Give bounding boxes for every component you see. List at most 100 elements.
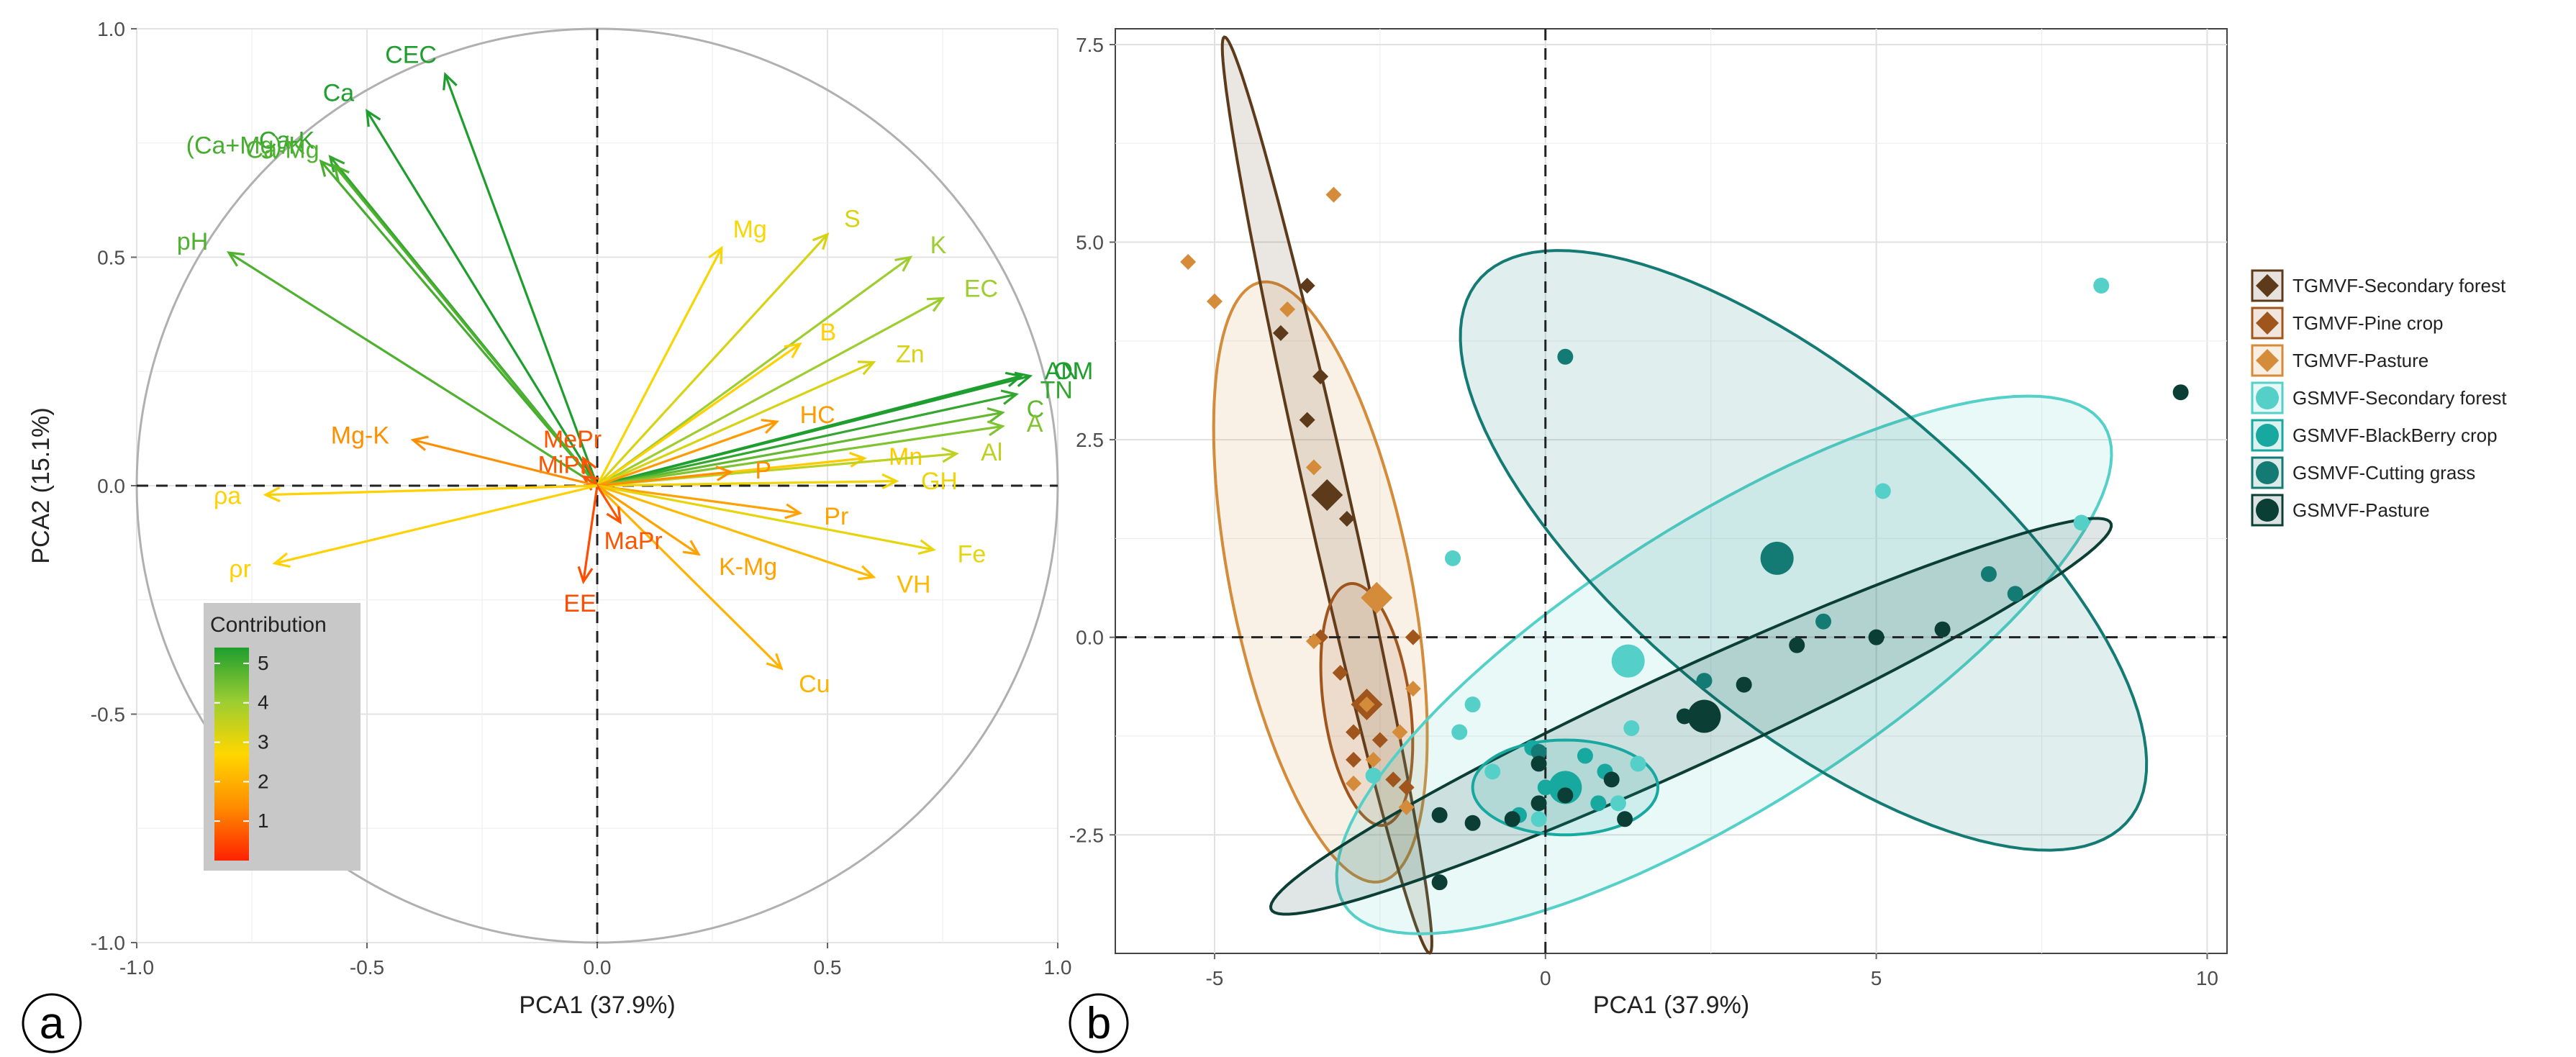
vector-label: HC: [800, 402, 835, 429]
vector-arrows: CEC Ca Ca-K(Ca+Mg)/KCa-Mg pH Mg S K EC B Zn ANOMTN…: [177, 41, 1094, 698]
data-point: [1305, 633, 1322, 650]
centroid-point: [1311, 478, 1343, 511]
data-point: [1299, 412, 1315, 428]
y-tick-label: -1.0: [91, 932, 125, 954]
vector-label: Zn: [896, 340, 925, 368]
data-point: [1338, 510, 1355, 527]
data-point: [1371, 732, 1388, 748]
data-point: [1365, 751, 1382, 768]
data-point: [1504, 811, 1520, 827]
vector-arrowhead: [1000, 389, 1019, 405]
legend-label: GSMVF-Cutting grass: [2292, 462, 2475, 484]
centroid-point: [1760, 541, 1794, 575]
panel-a-letter-circle: [22, 993, 82, 1053]
centroid-point: [1611, 644, 1645, 678]
data-point: [1431, 807, 1448, 823]
panel-b-scatter: -5 0 5 10 -2.5 0.0 2.5 5.0 7.5 PCA1 (37.9%) TGMVF-…: [1069, 28, 2507, 1019]
data-point: [1359, 697, 1375, 713]
vector-line: [597, 425, 1003, 487]
vector-label: MePr: [543, 426, 602, 453]
legend-label: GSMVF-BlackBerry crop: [2292, 425, 2498, 446]
data-point: [1451, 724, 1468, 740]
x-tick-label: -0.5: [350, 956, 384, 979]
y-tick-label: 7.5: [1076, 34, 1104, 56]
vector-label: Ca: [323, 80, 355, 107]
data-point: [1815, 613, 1832, 630]
vector-line: [444, 73, 599, 486]
data-point: [1934, 621, 1951, 638]
legend-colorbar: [214, 648, 249, 861]
vector-line: [596, 248, 723, 486]
vector-arrowhead: [987, 420, 1005, 437]
series-points: [1312, 629, 1421, 796]
confidence-ellipse: [1212, 280, 1429, 884]
vector-label: Ca-K: [259, 127, 315, 155]
panel-a-letter: a: [40, 999, 65, 1048]
data-point: [1299, 277, 1315, 294]
vector-arrowhead: [1014, 371, 1033, 387]
vector-label: MaPr: [604, 527, 663, 555]
data-point: [1530, 795, 1547, 812]
x-tick-label: -5: [1205, 967, 1223, 989]
vector-arrowhead: [410, 435, 429, 451]
data-point: [1617, 811, 1633, 827]
vector-arrowhead: [606, 506, 622, 525]
confidence-ellipse: [1335, 394, 2113, 935]
vector-label: EE: [563, 590, 596, 617]
data-point: [1305, 459, 1322, 476]
series-legend: TGMVF-Secondary forest TGMVF-Pine crop TGM…: [2251, 269, 2507, 527]
x-tick-label: 0.5: [814, 956, 842, 979]
series-points: [1431, 384, 2189, 891]
vector-line: [597, 411, 1003, 487]
vector-line: [597, 297, 943, 487]
legend-marker: [2256, 274, 2279, 297]
series-points: [1180, 186, 1421, 815]
vector-line: [597, 256, 912, 487]
data-point: [1365, 767, 1382, 784]
vector-line: [266, 484, 598, 496]
vector-line: [333, 165, 599, 487]
data-point: [1980, 566, 1997, 582]
x-tick-label: 10: [2196, 967, 2218, 989]
vector-label: K-Mg: [719, 553, 777, 581]
vector-line: [597, 480, 897, 487]
vector-arrowhead: [582, 455, 597, 474]
vector-label: AN: [1045, 358, 1079, 385]
series-points: [1365, 277, 2110, 827]
vector-line: [412, 438, 598, 487]
vector-line: [597, 375, 1030, 487]
vector-arrowhead: [917, 539, 936, 555]
centroid-point: [1687, 699, 1721, 733]
data-point: [1603, 771, 1620, 788]
y-tick-label: 1.0: [97, 18, 125, 40]
vector-arrowhead: [784, 503, 803, 520]
legend-label: TGMVF-Pasture: [2292, 350, 2428, 371]
vector-arrowhead: [443, 72, 458, 91]
legend-tick-label: 5: [258, 652, 269, 674]
panel-a-ticks: -1.0 -0.5 0.0 0.5 1.0 -1.0 -0.5 0.0 0.5 1.0: [91, 18, 1072, 979]
data-point: [1557, 787, 1574, 804]
data-point: [1590, 795, 1607, 812]
panel-b-letter-circle: [1069, 993, 1129, 1053]
vector-arrowhead: [761, 419, 780, 434]
vector-label: (Ca+Mg)/K: [186, 132, 306, 159]
vector-arrowhead: [857, 565, 876, 581]
vector-line: [274, 484, 598, 565]
legend-tick-label: 1: [258, 809, 269, 832]
data-point: [1405, 629, 1421, 645]
vector-label: EC: [964, 275, 998, 302]
vector-arrowhead: [812, 232, 830, 250]
data-point: [1464, 697, 1481, 713]
vector-label: K: [930, 232, 947, 259]
data-point: [1868, 629, 1885, 645]
legend-tick-label: 2: [258, 770, 269, 792]
legend-item: TGMVF-Pine crop: [2251, 307, 2444, 340]
vector-line: [228, 251, 598, 487]
vector-label: ρa: [214, 483, 241, 510]
vector-label: S: [844, 206, 861, 233]
vector-arrowhead: [682, 540, 701, 556]
data-point: [1736, 676, 1752, 693]
vector-line: [596, 233, 829, 487]
x-axis-label: PCA1 (37.9%): [1593, 992, 1749, 1019]
vector-label: MiPr: [538, 452, 588, 479]
